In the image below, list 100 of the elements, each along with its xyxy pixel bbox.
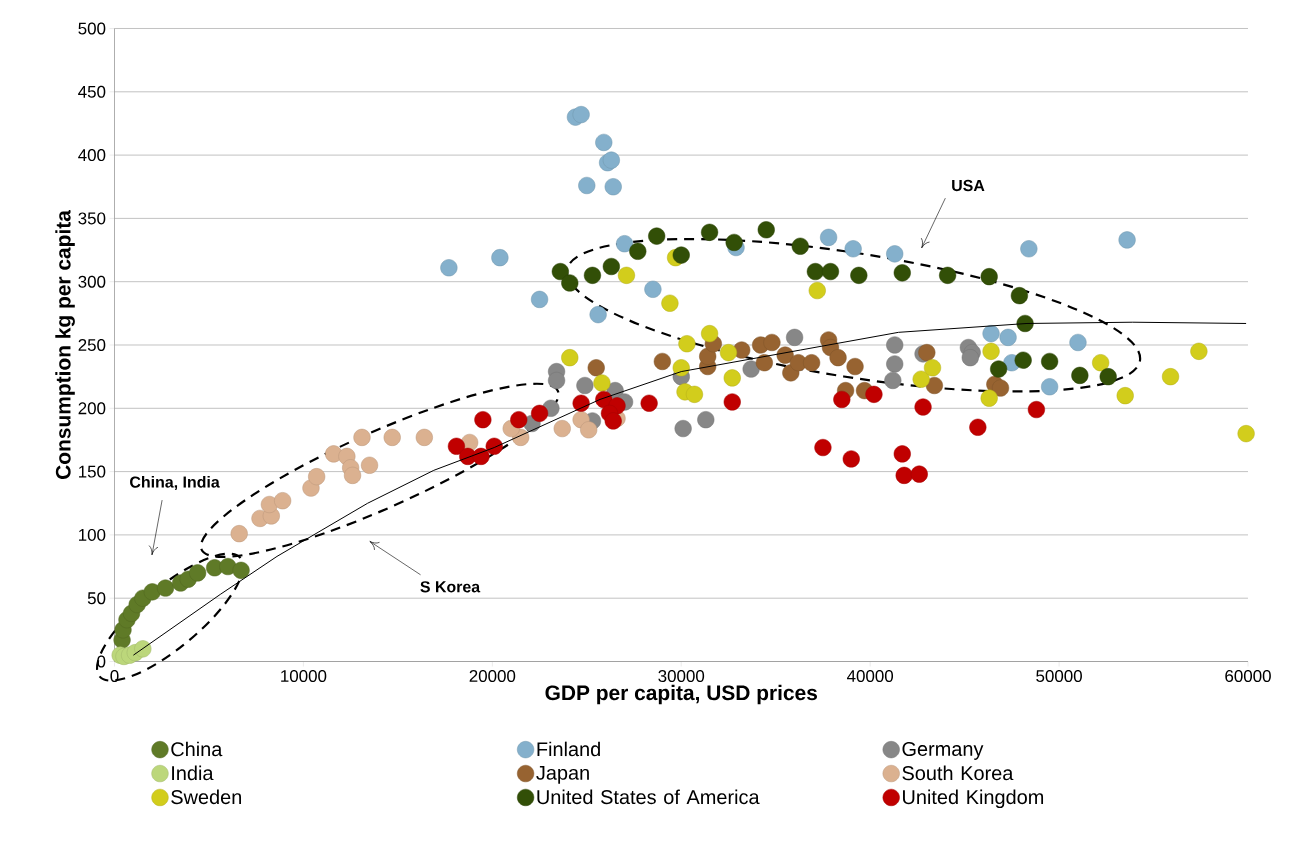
point: [661, 294, 679, 312]
point: [844, 240, 862, 258]
y-tick-label: 300: [78, 275, 106, 288]
point: [672, 246, 690, 264]
point: [912, 370, 930, 388]
point: [1010, 287, 1028, 305]
point: [589, 306, 607, 324]
point: [884, 371, 902, 389]
point: [674, 420, 692, 438]
point: [1116, 387, 1134, 405]
point: [353, 428, 371, 446]
legend-label: Finland: [537, 741, 600, 757]
point: [820, 228, 838, 246]
point: [472, 447, 490, 465]
point: [583, 266, 602, 284]
legend-label: Japan: [536, 765, 589, 784]
y-tick-label: 400: [78, 149, 106, 162]
point: [791, 237, 809, 255]
point: [593, 374, 611, 392]
point: [980, 268, 998, 286]
point: [939, 266, 957, 284]
point: [678, 335, 696, 353]
legend-label: Sweden: [171, 789, 241, 805]
point: [156, 579, 175, 597]
point: [485, 437, 503, 455]
point: [914, 398, 932, 416]
point: [893, 264, 911, 282]
point: [553, 420, 571, 438]
point: [685, 385, 704, 403]
point: [531, 290, 549, 308]
x-tick-label: 40000: [847, 670, 894, 683]
point: [865, 385, 883, 403]
x-tick-label: 60000: [1225, 670, 1271, 683]
point: [1041, 378, 1059, 396]
point: [833, 390, 851, 408]
point: [763, 333, 781, 352]
point: [982, 342, 1000, 360]
point: [572, 394, 590, 412]
point: [990, 360, 1008, 378]
point: [189, 564, 207, 582]
point: [1190, 342, 1208, 360]
annotation: China, India: [130, 475, 220, 490]
legend-label: United Kingdom: [903, 789, 1044, 809]
y-tick-label: 200: [78, 402, 106, 415]
point: [548, 371, 566, 389]
point: [808, 282, 826, 300]
point: [595, 133, 613, 151]
point: [580, 421, 598, 439]
point: [274, 492, 292, 510]
point: [1020, 240, 1038, 258]
x-tick-label: 10000: [281, 670, 327, 683]
point: [1118, 231, 1136, 249]
point: [604, 412, 622, 430]
point: [576, 376, 594, 395]
point: [821, 263, 840, 281]
point: [982, 325, 1000, 343]
point: [644, 280, 662, 298]
point: [806, 263, 824, 281]
point: [829, 349, 847, 367]
point: [742, 360, 760, 378]
legend-label: United States of America: [537, 789, 760, 805]
point: [1099, 368, 1117, 386]
point: [672, 359, 690, 377]
point: [617, 266, 636, 284]
point: [1237, 425, 1255, 443]
point: [991, 379, 1010, 397]
point: [640, 394, 658, 412]
point: [893, 445, 911, 463]
point: [1161, 368, 1180, 386]
point: [1016, 314, 1034, 333]
point: [886, 336, 904, 354]
y-tick-label: 250: [78, 339, 106, 351]
point: [602, 257, 620, 276]
y-tick-label: 450: [78, 85, 106, 98]
point: [850, 266, 868, 284]
point: [440, 259, 458, 277]
point: [1071, 366, 1089, 384]
y-tick-label: 500: [78, 22, 106, 35]
point: [308, 468, 326, 486]
point: [604, 178, 622, 196]
point: [232, 561, 250, 579]
point: [723, 369, 741, 387]
point: [531, 404, 549, 422]
point: [578, 176, 596, 195]
x-tick-label: 50000: [1036, 670, 1082, 683]
point: [1014, 351, 1032, 369]
point: [561, 349, 579, 367]
point: [925, 376, 943, 395]
point: [701, 325, 719, 343]
point: [572, 106, 590, 124]
point: [886, 245, 904, 263]
point: [757, 221, 775, 239]
point: [999, 328, 1017, 346]
point: [383, 428, 401, 446]
point: [699, 347, 717, 365]
point: [360, 456, 379, 474]
x-tick-label: 20000: [469, 670, 516, 683]
point: [1041, 352, 1059, 370]
y-tick-label: 50: [87, 592, 106, 605]
point: [447, 437, 465, 455]
